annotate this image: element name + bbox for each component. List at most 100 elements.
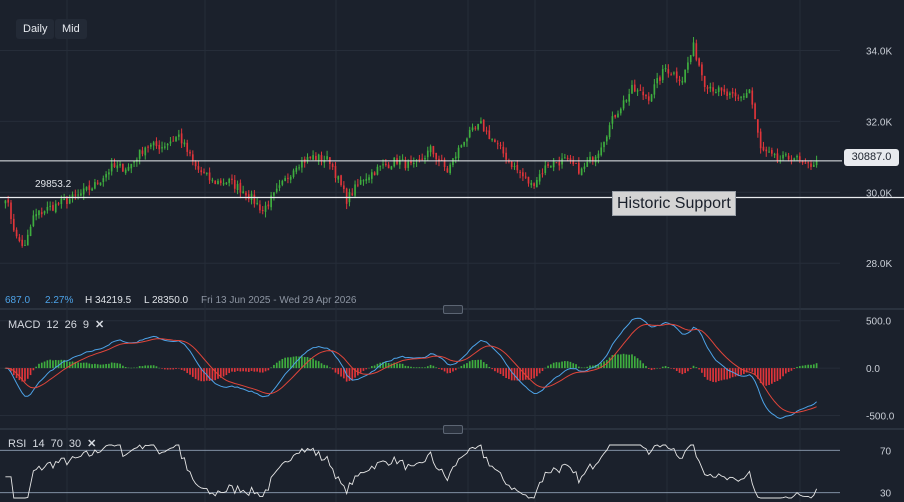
- macd-histogram-bar: [440, 368, 443, 370]
- macd-histogram-bar: [505, 368, 507, 379]
- macd-histogram-bar: [569, 361, 572, 369]
- candle-body: [379, 165, 382, 167]
- historic-support-annotation[interactable]: Historic Support: [612, 191, 736, 216]
- candle-body: [312, 155, 314, 160]
- candle-body: [200, 170, 203, 173]
- candle-body: [533, 183, 535, 187]
- macd-histogram-bar: [787, 368, 790, 372]
- candle-body: [524, 176, 527, 178]
- candle-body: [357, 184, 359, 186]
- close-icon[interactable]: ✕: [95, 319, 105, 331]
- macd-histogram-bar: [566, 361, 569, 369]
- macd-histogram-bar: [323, 364, 326, 369]
- candle-body: [636, 90, 639, 92]
- macd-histogram-bar: [259, 368, 261, 373]
- macd-histogram-bar: [617, 354, 619, 369]
- macd-histogram-bar: [245, 368, 247, 372]
- candle-body: [236, 184, 239, 191]
- macd-histogram-bar: [460, 365, 463, 369]
- candle-body: [496, 143, 499, 145]
- pane-divider-handle[interactable]: [443, 425, 463, 434]
- pane-divider-handle[interactable]: [443, 305, 463, 314]
- macd-histogram-bar: [337, 368, 340, 375]
- candle-body: [264, 205, 267, 212]
- macd-histogram-bar: [815, 363, 818, 369]
- candle-body: [40, 212, 43, 215]
- candle-body: [387, 164, 390, 169]
- high-value: H 34219.5: [85, 295, 132, 306]
- macd-histogram-bar: [393, 362, 396, 369]
- macd-histogram-bar: [194, 368, 197, 379]
- macd-histogram-bar: [317, 361, 320, 369]
- macd-histogram-bar: [144, 365, 147, 369]
- macd-histogram-bar: [298, 356, 300, 369]
- candle-body: [642, 91, 645, 96]
- macd-histogram-bar: [586, 366, 589, 369]
- candle-body: [432, 146, 435, 155]
- candle-body: [435, 152, 438, 160]
- candle-body: [161, 147, 163, 149]
- macd-histogram-bar: [477, 359, 479, 369]
- macd-histogram-bar: [63, 359, 65, 369]
- macd-histogram-bar: [801, 365, 804, 369]
- candle-body: [18, 237, 21, 242]
- candle-body: [60, 199, 63, 205]
- candle-body: [796, 155, 798, 158]
- mid-price-button[interactable]: Mid: [55, 19, 87, 39]
- macd-histogram-bar: [284, 357, 286, 369]
- candle-body: [446, 168, 449, 173]
- macd-histogram-bar: [670, 368, 672, 369]
- macd-histogram-bar: [759, 368, 762, 384]
- candle-body: [491, 139, 493, 141]
- candle-body: [787, 155, 790, 160]
- macd-histogram-bar: [21, 368, 24, 382]
- candle-body: [309, 156, 312, 159]
- macd-histogram-bar: [273, 364, 275, 369]
- macd-histogram-bar: [482, 362, 485, 369]
- macd-histogram-bar: [653, 368, 656, 370]
- candle-body: [480, 121, 482, 124]
- candle-body: [144, 147, 147, 156]
- candle-body: [404, 159, 407, 169]
- candle-body: [26, 234, 29, 246]
- macd-histogram-bar: [527, 368, 530, 380]
- candle-body: [287, 177, 289, 179]
- candle-body: [138, 149, 141, 159]
- macd-histogram-bar: [228, 368, 231, 374]
- daily-timeframe-button[interactable]: Daily: [16, 19, 55, 39]
- macd-histogram-bar: [122, 365, 124, 369]
- close-icon[interactable]: ✕: [87, 438, 97, 450]
- macd-histogram-bar: [468, 361, 471, 369]
- macd-histogram-bar: [726, 368, 728, 380]
- candle-body: [812, 164, 815, 167]
- candle-body: [513, 165, 516, 167]
- macd-histogram-bar: [136, 367, 138, 369]
- macd-histogram-bar: [326, 365, 328, 369]
- macd-histogram-bar: [681, 368, 684, 375]
- macd-histogram-bar: [737, 368, 740, 377]
- candle-body: [43, 211, 46, 214]
- candle-body: [424, 157, 426, 160]
- macd-histogram-bar: [315, 360, 317, 369]
- candle-body: [116, 165, 119, 169]
- candle-body: [261, 209, 264, 211]
- candle-body: [502, 146, 505, 154]
- macd-histogram-bar: [301, 356, 303, 369]
- candle-body: [577, 162, 580, 174]
- candle-body: [155, 141, 158, 147]
- macd-histogram-bar: [647, 368, 650, 369]
- candle-body: [253, 194, 256, 204]
- candle-body: [561, 158, 563, 165]
- candle-body: [723, 89, 726, 92]
- macd-histogram-bar: [82, 362, 85, 369]
- candle-body: [765, 149, 768, 152]
- macd-histogram-bar: [790, 368, 793, 371]
- macd-histogram-bar: [164, 368, 166, 370]
- macd-histogram-bar: [466, 363, 468, 369]
- macd-histogram-bar: [572, 363, 575, 369]
- macd-histogram-bar: [429, 364, 432, 369]
- macd-histogram-bar: [502, 368, 505, 376]
- macd-histogram-bar: [513, 368, 516, 381]
- macd-histogram-bar: [675, 368, 678, 371]
- macd-histogram-bar: [398, 363, 401, 369]
